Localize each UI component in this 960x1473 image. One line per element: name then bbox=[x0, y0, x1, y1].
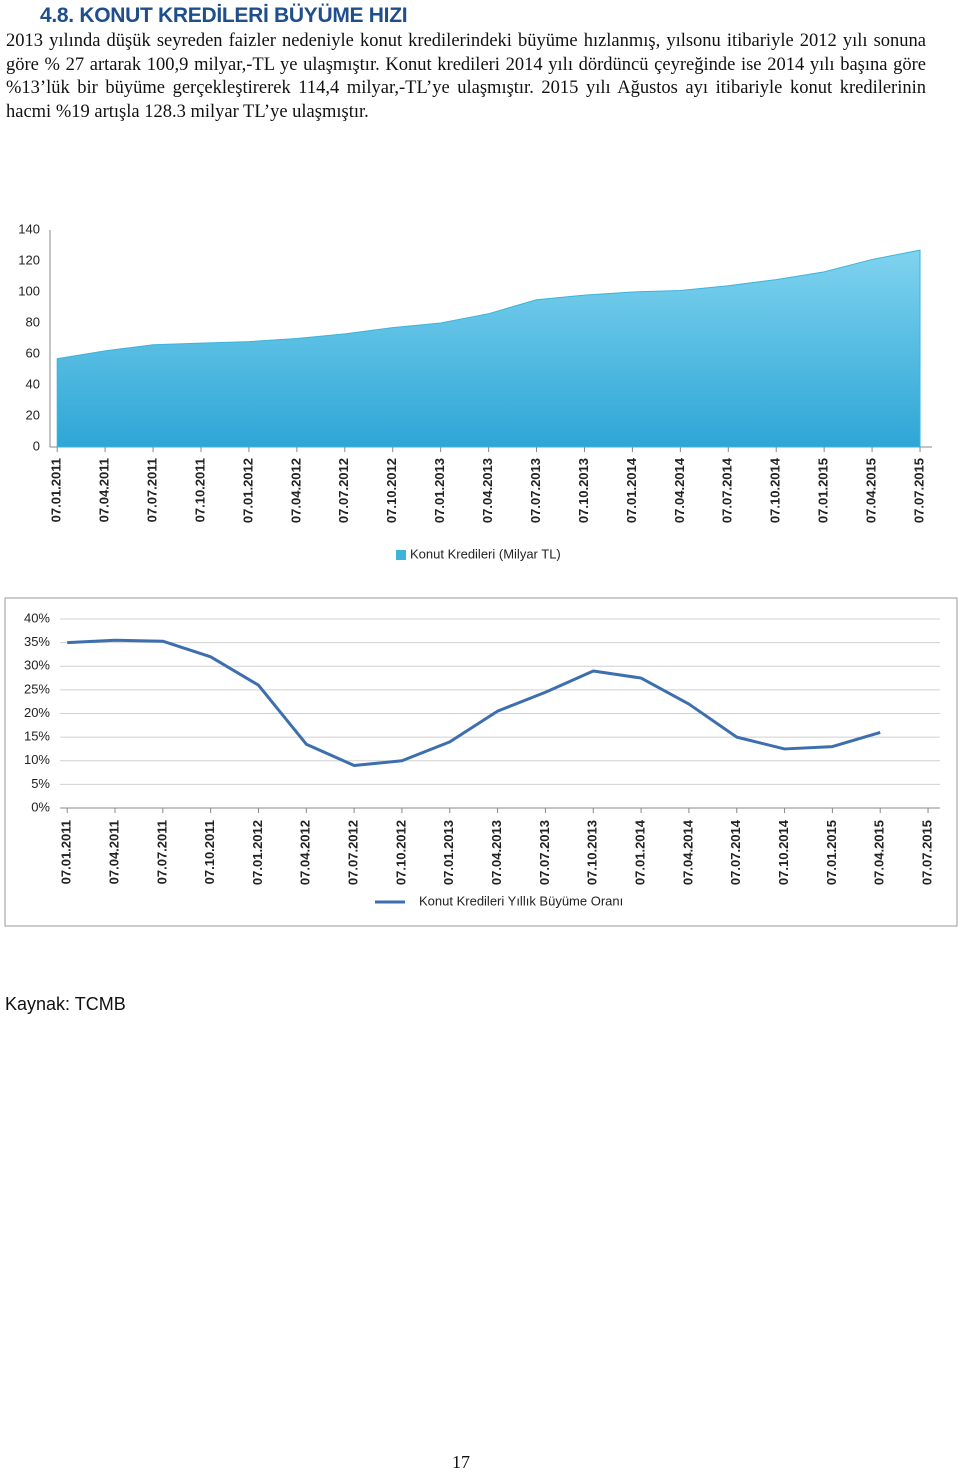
x-tick-label: 07.04.2013 bbox=[489, 820, 504, 885]
legend-label: Konut Kredileri Yıllık Büyüme Oranı bbox=[419, 893, 623, 908]
line-chart: 0% 5% 10% 15% 20% 25% 30% 35% 40% 07.01.2011 07.04… bbox=[4, 597, 958, 927]
x-tick-label: 07.10.2014 bbox=[776, 819, 791, 885]
y-tick-label: 100 bbox=[18, 283, 40, 298]
x-tick-label: 07.10.2013 bbox=[585, 820, 600, 885]
x-tick-label: 07.04.2015 bbox=[872, 820, 887, 885]
x-tick-label: 07.04.2012 bbox=[288, 458, 303, 523]
y-tick-label: 15% bbox=[24, 729, 50, 744]
x-tick-label: 07.07.2012 bbox=[346, 820, 361, 885]
line bbox=[67, 638, 881, 767]
x-tick-label: 07.04.2014 bbox=[672, 457, 687, 523]
x-tick-label: 07.07.2015 bbox=[911, 458, 926, 523]
source: Kaynak: TCMB bbox=[5, 994, 126, 1014]
x-tick-label: 07.07.2014 bbox=[720, 457, 735, 523]
x-tick-label: 07.01.2013 bbox=[432, 458, 447, 523]
y-tick-label: 20% bbox=[24, 705, 50, 720]
x-tick-label: 07.07.2015 bbox=[919, 820, 934, 885]
paragraph: 2013 yılında düşük seyreden faizler nede… bbox=[6, 31, 926, 122]
x-tick-label: 07.10.2012 bbox=[393, 820, 408, 885]
x-tick-label: 07.04.2012 bbox=[298, 820, 313, 885]
y-tick-label: 0 bbox=[33, 438, 40, 453]
y-tick-label: 0% bbox=[31, 799, 50, 814]
x-tick-label: 07.01.2015 bbox=[816, 458, 831, 523]
x-tick-label: 07.01.2012 bbox=[250, 820, 265, 885]
x-tick-label: 07.04.2013 bbox=[480, 458, 495, 523]
x-tick-label: 07.10.2011 bbox=[192, 458, 207, 522]
y-tick-label: 20 bbox=[26, 407, 40, 422]
x-tick-label: 07.07.2014 bbox=[728, 819, 743, 885]
y-tick-label: 140 bbox=[18, 221, 40, 236]
x-tick-label: 07.01.2014 bbox=[633, 819, 648, 885]
legend-label: Konut Kredileri (Milyar TL) bbox=[410, 546, 561, 561]
x-tick-label: 07.04.2011 bbox=[106, 820, 121, 884]
y-tick-label: 40 bbox=[26, 376, 40, 391]
y-tick-label: 30% bbox=[24, 658, 50, 673]
x-tick-label: 07.10.2013 bbox=[576, 458, 591, 523]
x-tick-label: 07.07.2011 bbox=[144, 458, 159, 522]
chart-frame bbox=[4, 597, 958, 927]
y-tick-label: 5% bbox=[31, 776, 50, 791]
y-tick-label: 25% bbox=[24, 681, 50, 696]
x-tick-label: 07.07.2013 bbox=[528, 458, 543, 523]
x-tick-label: 07.01.2011 bbox=[49, 458, 64, 522]
x-tick-label: 07.10.2011 bbox=[202, 820, 217, 884]
area bbox=[56, 249, 921, 448]
y-tick-label: 80 bbox=[26, 314, 40, 329]
page-number: 17 bbox=[452, 1452, 470, 1472]
x-tick-label: 07.04.2014 bbox=[680, 819, 695, 885]
x-tick-label: 07.01.2012 bbox=[240, 458, 255, 523]
y-tick-label: 60 bbox=[26, 345, 40, 360]
x-tick-label: 07.10.2012 bbox=[384, 458, 399, 523]
y-tick-label: 35% bbox=[24, 634, 50, 649]
x-tick-label: 07.01.2013 bbox=[441, 820, 456, 885]
x-tick-label: 07.04.2011 bbox=[97, 458, 112, 522]
x-tick-label: 07.01.2011 bbox=[59, 820, 74, 884]
x-tick-label: 07.01.2014 bbox=[624, 457, 639, 523]
y-tick-label: 120 bbox=[18, 252, 40, 267]
section-title: 4.8. KONUT KREDİLERİ BÜYÜME HIZI bbox=[40, 4, 408, 27]
x-tick-label: 07.07.2013 bbox=[537, 820, 552, 885]
y-tick-label: 10% bbox=[24, 752, 50, 767]
legend-swatch bbox=[396, 550, 406, 560]
area-chart: 0 20 40 60 80 100 120 140 07.01.2011 07.04.2011 07… bbox=[18, 221, 932, 561]
y-tick-label: 40% bbox=[24, 610, 50, 625]
x-tick-label: 07.07.2012 bbox=[336, 458, 351, 523]
x-tick-label: 07.07.2011 bbox=[154, 820, 169, 884]
x-tick-label: 07.10.2014 bbox=[768, 457, 783, 523]
x-tick-label: 07.01.2015 bbox=[824, 820, 839, 885]
x-tick-label: 07.04.2015 bbox=[864, 458, 879, 523]
